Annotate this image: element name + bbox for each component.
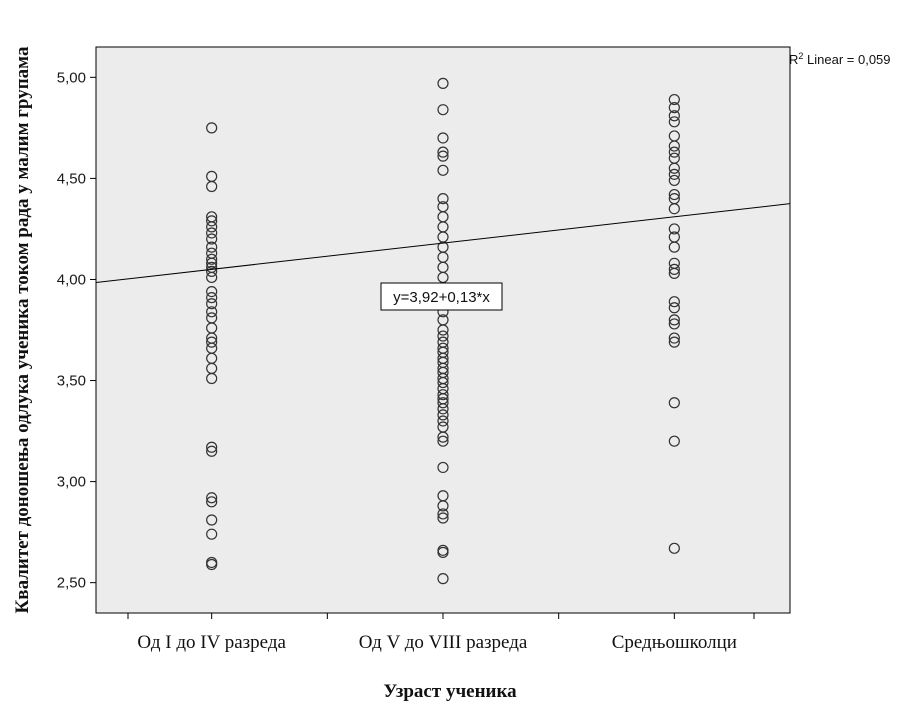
regression-line: [95, 203, 791, 283]
regression-equation: y=3,92+0,13*x: [393, 289, 490, 306]
data-point: [206, 496, 218, 508]
x-tick-label: Средњошколци: [612, 632, 737, 653]
data-point: [437, 104, 449, 116]
data-point: [437, 461, 449, 474]
data-point: [668, 318, 680, 330]
y-tick-label: 3,50: [57, 373, 86, 390]
data-point: [206, 441, 218, 453]
data-point: [437, 150, 449, 162]
data-point: [437, 397, 449, 409]
data-point: [668, 162, 680, 174]
regression-equation-frame: [380, 282, 503, 311]
data-point: [206, 445, 218, 457]
data-point: [206, 233, 218, 245]
data-point: [206, 336, 218, 348]
data-point: [668, 168, 680, 180]
data-point: [437, 415, 449, 427]
data-point: [437, 435, 449, 447]
data-point: [206, 558, 218, 571]
data-point: [437, 512, 449, 524]
data-point: [437, 573, 449, 585]
data-point: [668, 332, 680, 344]
data-point: [437, 77, 449, 89]
data-point: [206, 306, 218, 318]
data-points: [206, 77, 680, 585]
y-tick-label: 3,00: [57, 474, 86, 491]
r-squared-label: R2 Linear = 0,059: [789, 51, 891, 67]
data-point: [668, 110, 680, 122]
y-tick-label: 2,50: [57, 575, 86, 592]
r-squared-value: Linear = 0,059: [807, 52, 890, 67]
data-point: [206, 253, 218, 265]
data-point: [206, 492, 218, 504]
data-point: [668, 302, 680, 314]
data-point: [437, 146, 449, 158]
regression-equation-box: y=3,92+0,13*x: [380, 282, 503, 311]
x-tick-label: Од I до IV разреда: [137, 632, 286, 653]
data-point: [668, 542, 680, 554]
data-point: [437, 324, 449, 336]
data-point: [668, 267, 680, 279]
data-point: [668, 188, 680, 201]
data-point: [437, 508, 449, 520]
data-point: [206, 122, 218, 134]
data-point: [437, 330, 449, 342]
data-point: [206, 298, 218, 310]
x-tick-label: Од V до VIII разреда: [359, 632, 528, 653]
data-point: [437, 389, 449, 401]
x-axis-ticks: Од I до IV разреда Од V до VIII разреда Ср…: [127, 613, 755, 653]
x-axis-title: Узраст ученика: [383, 681, 517, 702]
data-point: [437, 500, 449, 512]
data-point: [668, 203, 680, 215]
data-point: [668, 435, 680, 447]
data-point: [206, 180, 218, 193]
data-point: [668, 102, 680, 114]
data-point: [437, 431, 449, 443]
plot-area: [95, 46, 791, 614]
data-point: [668, 116, 680, 128]
data-point: [206, 227, 218, 239]
data-point: [668, 336, 680, 348]
data-point: [437, 132, 449, 144]
data-point: [668, 263, 680, 275]
data-point: [668, 93, 680, 106]
data-point: [668, 146, 680, 158]
data-point: [206, 514, 218, 526]
data-point: [206, 528, 218, 540]
data-point: [206, 215, 218, 227]
y-tick-label: 4,00: [57, 271, 86, 288]
data-point: [206, 372, 218, 385]
data-point: [437, 546, 449, 558]
y-axis-title: Квалитет доношења одлука ученика током р…: [12, 46, 33, 613]
data-point: [668, 314, 680, 326]
y-tick-label: 4,50: [57, 170, 86, 187]
data-point: [437, 403, 449, 415]
data-point: [206, 241, 218, 253]
data-point: [206, 271, 218, 284]
data-point: [668, 397, 680, 409]
data-point: [206, 265, 218, 277]
data-point: [668, 174, 680, 187]
data-point: [668, 140, 680, 152]
data-point: [437, 376, 449, 389]
data-point: [437, 164, 449, 176]
data-point: [206, 285, 218, 298]
data-point: [206, 221, 218, 233]
data-point: [668, 241, 680, 253]
data-point: [206, 257, 218, 269]
y-tick-label: 5,00: [57, 69, 86, 86]
data-point: [437, 409, 449, 421]
y-axis-ticks: 2,50 3,00 3,50 4,00 4,50 5,00: [57, 69, 96, 592]
data-point: [437, 193, 449, 205]
data-point: [206, 292, 218, 304]
data-point: [668, 223, 680, 235]
data-point: [668, 296, 680, 308]
